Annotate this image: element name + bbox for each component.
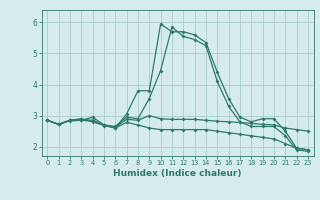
X-axis label: Humidex (Indice chaleur): Humidex (Indice chaleur) bbox=[113, 169, 242, 178]
